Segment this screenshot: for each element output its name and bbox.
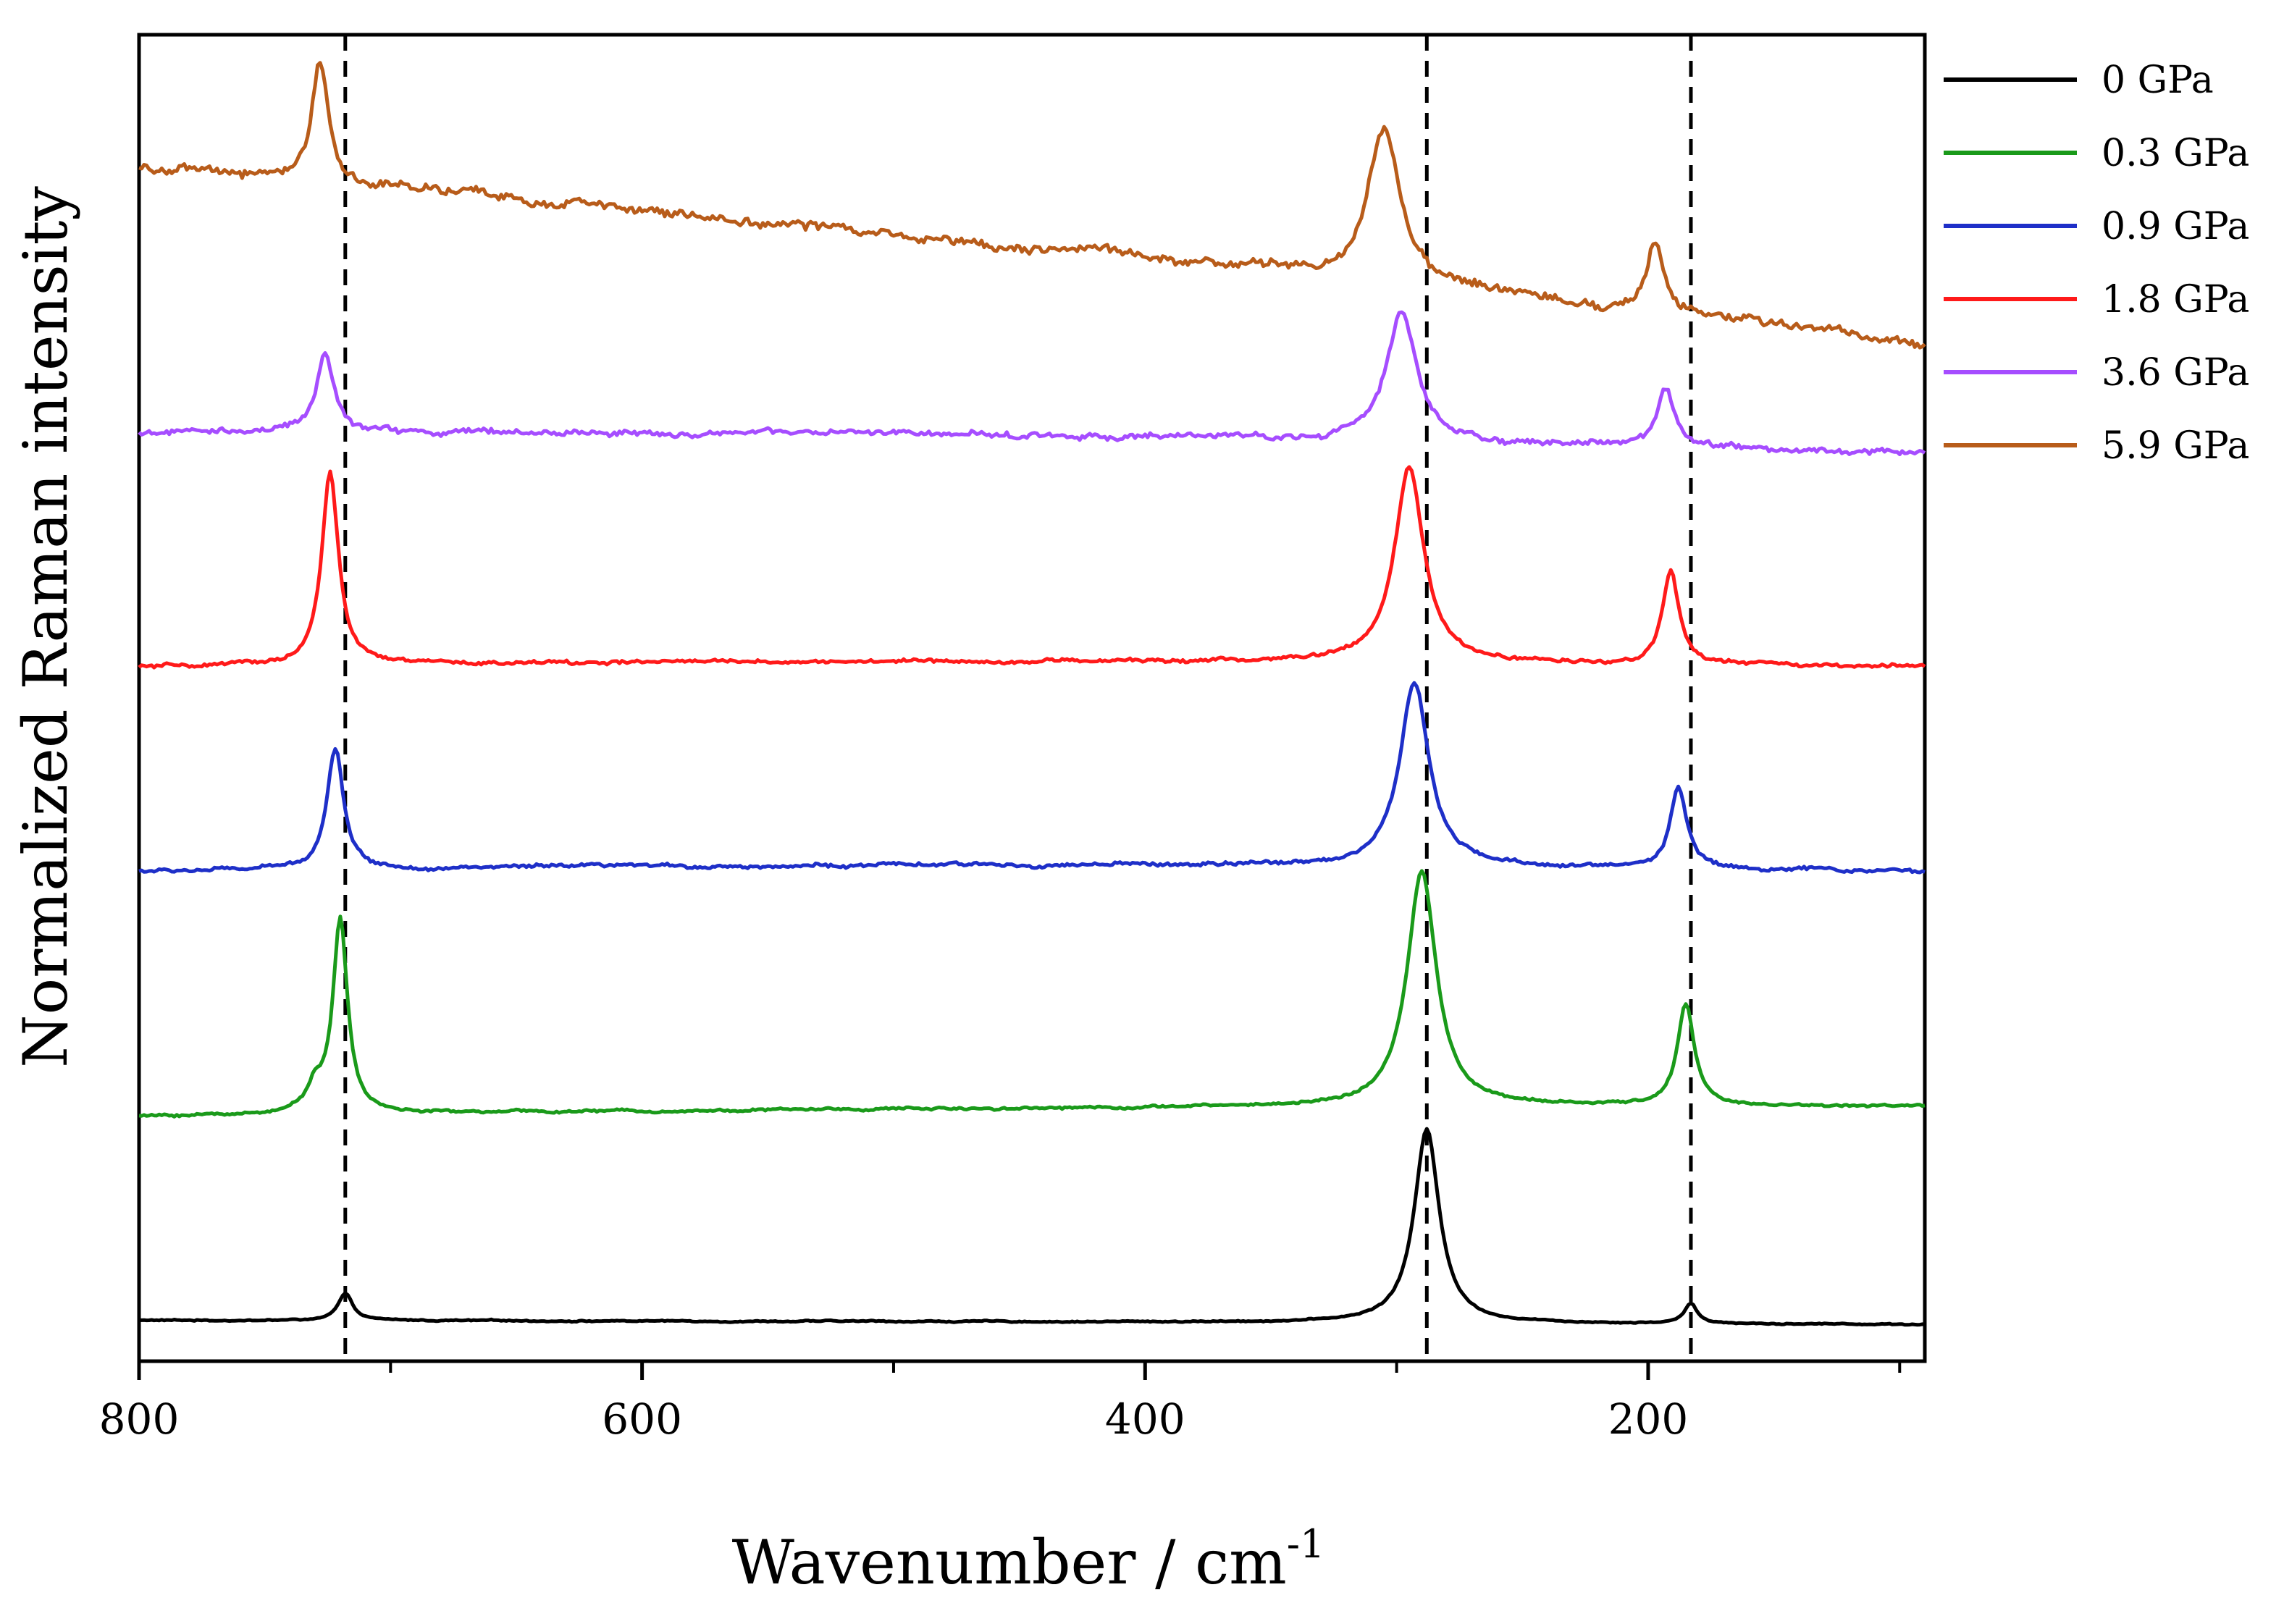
legend-label-3: 1.8 GPa xyxy=(2102,278,2249,321)
reference-lines xyxy=(343,35,1693,1361)
series-line-0-gpa xyxy=(138,1127,1926,1327)
legend-label-2: 0.9 GPa xyxy=(2102,205,2249,248)
plot-frame xyxy=(137,33,1927,1363)
legend-label-5: 5.9 GPa xyxy=(2102,424,2249,468)
series-line-5.9-gpa xyxy=(138,61,1926,350)
y-axis-title: Normalized Raman intensity xyxy=(10,186,81,1068)
x-axis-title-superscript: -1 xyxy=(1287,1521,1325,1567)
x-tick-label-600: 600 xyxy=(602,1394,682,1444)
x-axis-title-text: Wavenumber / cm xyxy=(732,1527,1287,1598)
x-axis-ticks: 800 600 400 200 xyxy=(99,1361,1902,1444)
legend-label-1: 0.3 GPa xyxy=(2102,132,2249,175)
series-line-0.3-gpa xyxy=(138,869,1926,1119)
legend: 0 GPa 0.3 GPa 0.9 GPa 1.8 GPa 3.6 GPa 5.9 GPa xyxy=(1944,59,2249,468)
series-line-1.8-gpa xyxy=(138,465,1926,670)
legend-label-0: 0 GPa xyxy=(2102,59,2214,102)
series-line-3.6-gpa xyxy=(138,310,1926,457)
x-tick-label-800: 800 xyxy=(99,1394,180,1444)
x-axis-title: Wavenumber / cm-1 xyxy=(732,1521,1325,1598)
x-tick-label-200: 200 xyxy=(1608,1394,1689,1444)
legend-label-4: 3.6 GPa xyxy=(2102,351,2249,395)
series-layer xyxy=(138,61,1926,1327)
x-tick-label-400: 400 xyxy=(1105,1394,1185,1444)
series-line-0.9-gpa xyxy=(138,681,1926,875)
